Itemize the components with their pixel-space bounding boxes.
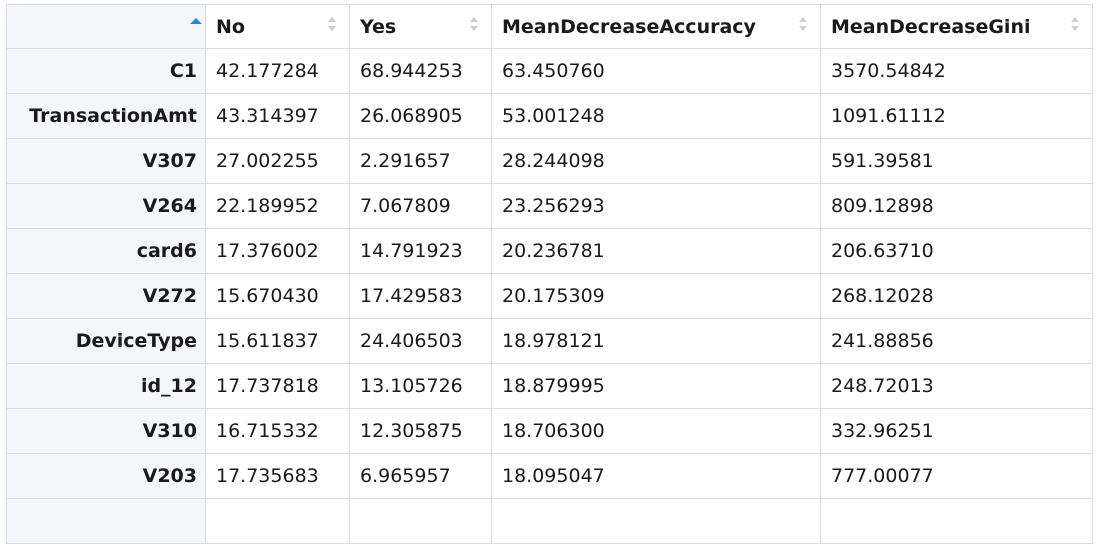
cell-yes: 12.305875 — [349, 408, 492, 454]
header-row: No Yes MeanDecreaseAccur — [6, 4, 1093, 49]
column-header-no[interactable]: No — [205, 4, 350, 49]
table-row: V203 17.735683 6.965957 18.095047 777.00… — [6, 453, 1093, 499]
cell-mean-decrease-accuracy: 63.450760 — [491, 48, 821, 94]
column-header-mean-decrease-accuracy[interactable]: MeanDecreaseAccuracy — [491, 4, 821, 49]
cell-mean-decrease-accuracy: 28.244098 — [491, 138, 821, 184]
row-name-cell: DeviceType — [6, 318, 206, 364]
column-header-label: MeanDecreaseAccuracy — [502, 15, 756, 38]
cell-yes: 26.068905 — [349, 93, 492, 139]
cell-no: 42.177284 — [205, 48, 350, 94]
column-header-label: Yes — [360, 15, 397, 38]
column-header-mean-decrease-gini[interactable]: MeanDecreaseGini — [820, 4, 1093, 49]
cell-no: 17.376002 — [205, 228, 350, 274]
sort-icon[interactable] — [327, 14, 337, 34]
cell-mean-decrease-gini: 777.00077 — [820, 453, 1093, 499]
rownames-header[interactable] — [6, 4, 206, 49]
cell-yes — [349, 498, 492, 544]
table-row: C1 42.177284 68.944253 63.450760 3570.54… — [6, 48, 1093, 94]
importance-table: No Yes MeanDecreaseAccur — [6, 4, 1093, 544]
cell-mean-decrease-gini: 1091.61112 — [820, 93, 1093, 139]
table-row: V264 22.189952 7.067809 23.256293 809.12… — [6, 183, 1093, 229]
cell-mean-decrease-gini: 248.72013 — [820, 363, 1093, 409]
cell-mean-decrease-accuracy — [491, 498, 821, 544]
table-row: V310 16.715332 12.305875 18.706300 332.9… — [6, 408, 1093, 454]
cell-no: 27.002255 — [205, 138, 350, 184]
column-header-label: No — [216, 15, 245, 38]
cell-yes: 6.965957 — [349, 453, 492, 499]
column-header-yes[interactable]: Yes — [349, 4, 492, 49]
cell-mean-decrease-accuracy: 18.879995 — [491, 363, 821, 409]
row-name-cell: V203 — [6, 453, 206, 499]
sort-icon[interactable] — [469, 14, 479, 34]
row-name-cell: C1 — [6, 48, 206, 94]
cell-mean-decrease-accuracy: 18.706300 — [491, 408, 821, 454]
cell-mean-decrease-gini: 591.39581 — [820, 138, 1093, 184]
cell-no: 43.314397 — [205, 93, 350, 139]
sort-ascending-icon[interactable] — [189, 15, 202, 35]
cell-yes: 17.429583 — [349, 273, 492, 319]
cell-mean-decrease-gini: 3570.54842 — [820, 48, 1093, 94]
table-row-partial — [6, 498, 1093, 544]
cell-mean-decrease-gini: 332.96251 — [820, 408, 1093, 454]
row-name-cell: V307 — [6, 138, 206, 184]
row-name-cell: id_12 — [6, 363, 206, 409]
cell-mean-decrease-accuracy: 18.095047 — [491, 453, 821, 499]
cell-yes: 2.291657 — [349, 138, 492, 184]
cell-yes: 14.791923 — [349, 228, 492, 274]
table-row: card6 17.376002 14.791923 20.236781 206.… — [6, 228, 1093, 274]
table-row: id_12 17.737818 13.105726 18.879995 248.… — [6, 363, 1093, 409]
cell-mean-decrease-gini: 268.12028 — [820, 273, 1093, 319]
row-name-cell: V310 — [6, 408, 206, 454]
cell-mean-decrease-accuracy: 20.236781 — [491, 228, 821, 274]
column-header-label: MeanDecreaseGini — [831, 15, 1031, 38]
cell-mean-decrease-gini — [820, 498, 1093, 544]
table-row: DeviceType 15.611837 24.406503 18.978121… — [6, 318, 1093, 364]
cell-mean-decrease-accuracy: 18.978121 — [491, 318, 821, 364]
cell-no: 17.737818 — [205, 363, 350, 409]
cell-no — [205, 498, 350, 544]
cell-no: 17.735683 — [205, 453, 350, 499]
cell-yes: 13.105726 — [349, 363, 492, 409]
cell-mean-decrease-accuracy: 53.001248 — [491, 93, 821, 139]
table-row: V272 15.670430 17.429583 20.175309 268.1… — [6, 273, 1093, 319]
cell-mean-decrease-accuracy: 20.175309 — [491, 273, 821, 319]
row-name-cell: V264 — [6, 183, 206, 229]
cell-yes: 7.067809 — [349, 183, 492, 229]
table-body: C1 42.177284 68.944253 63.450760 3570.54… — [6, 48, 1093, 544]
row-name-cell: card6 — [6, 228, 206, 274]
cell-yes: 24.406503 — [349, 318, 492, 364]
cell-yes: 68.944253 — [349, 48, 492, 94]
row-name-cell: V272 — [6, 273, 206, 319]
table-row: TransactionAmt 43.314397 26.068905 53.00… — [6, 93, 1093, 139]
sort-icon[interactable] — [1070, 14, 1080, 34]
row-name-cell — [6, 498, 206, 544]
cell-mean-decrease-gini: 206.63710 — [820, 228, 1093, 274]
cell-mean-decrease-accuracy: 23.256293 — [491, 183, 821, 229]
sort-icon[interactable] — [798, 14, 808, 34]
table-row: V307 27.002255 2.291657 28.244098 591.39… — [6, 138, 1093, 184]
cell-mean-decrease-gini: 241.88856 — [820, 318, 1093, 364]
cell-no: 15.611837 — [205, 318, 350, 364]
table-header: No Yes MeanDecreaseAccur — [6, 4, 1093, 49]
cell-no: 22.189952 — [205, 183, 350, 229]
cell-no: 15.670430 — [205, 273, 350, 319]
cell-mean-decrease-gini: 809.12898 — [820, 183, 1093, 229]
cell-no: 16.715332 — [205, 408, 350, 454]
row-name-cell: TransactionAmt — [6, 93, 206, 139]
